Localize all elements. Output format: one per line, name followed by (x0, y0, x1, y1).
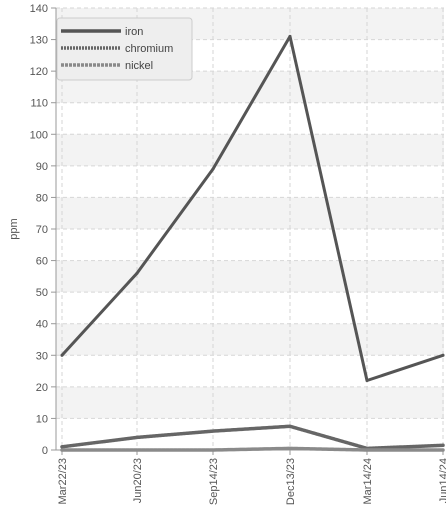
y-tick-label: 40 (36, 319, 48, 331)
y-tick-label: 120 (30, 66, 48, 78)
x-tick-label: Sep14/23 (208, 458, 220, 505)
plot-band (56, 386, 444, 419)
data-point-chromium (441, 443, 445, 447)
data-point-chromium (60, 445, 64, 449)
data-point-iron (211, 167, 215, 171)
y-tick-label: 20 (36, 382, 48, 394)
legend-label-chromium: chromium (125, 43, 173, 55)
plot-band (56, 260, 444, 293)
data-point-nickel (211, 448, 215, 452)
data-point-nickel (135, 448, 139, 452)
series-layer (60, 34, 445, 452)
data-point-iron (60, 353, 64, 357)
legend-label-nickel: nickel (125, 60, 153, 72)
y-axis-title: ppm (8, 218, 20, 239)
data-point-nickel (365, 448, 369, 452)
data-point-chromium (135, 435, 139, 439)
series-line-nickel (60, 446, 445, 452)
y-tick-label: 100 (30, 129, 48, 141)
data-point-iron (135, 271, 139, 275)
data-point-chromium (288, 424, 292, 428)
data-point-nickel (60, 448, 64, 452)
y-tick-label: 80 (36, 192, 48, 204)
y-tick-label: 140 (30, 3, 48, 15)
y-tick-label: 70 (36, 224, 48, 236)
y-tick-label: 90 (36, 161, 48, 173)
y-tick-label: 110 (30, 98, 48, 110)
data-point-iron (288, 34, 292, 38)
x-tick-label: Dec13/23 (285, 458, 297, 505)
y-tick-label: 130 (30, 35, 48, 47)
data-point-nickel (441, 448, 445, 452)
x-tick-label: Mar22/23 (57, 458, 69, 504)
x-tick-label: Jun20/23 (132, 458, 144, 503)
y-tick-label: 60 (36, 256, 48, 268)
plot-band (56, 197, 444, 229)
plot-band (56, 323, 444, 356)
series-line-chromium (60, 424, 445, 451)
data-point-chromium (211, 429, 215, 433)
grid (56, 7, 444, 450)
y-tick-label: 10 (36, 413, 48, 425)
x-tick-label: Mar14/24 (362, 458, 374, 504)
y-tick-label: 50 (36, 287, 48, 299)
legend: iron chromium nickel (56, 17, 193, 81)
series-line-iron (60, 34, 445, 382)
plot-band (56, 134, 444, 166)
y-tick-label: 30 (36, 350, 48, 362)
data-point-iron (441, 353, 445, 357)
data-point-iron (365, 379, 369, 383)
data-point-nickel (288, 446, 292, 450)
legend-label-iron: iron (125, 26, 143, 38)
y-tick-label: 0 (42, 445, 48, 457)
x-tick-label: Jun14/24 (438, 458, 446, 503)
